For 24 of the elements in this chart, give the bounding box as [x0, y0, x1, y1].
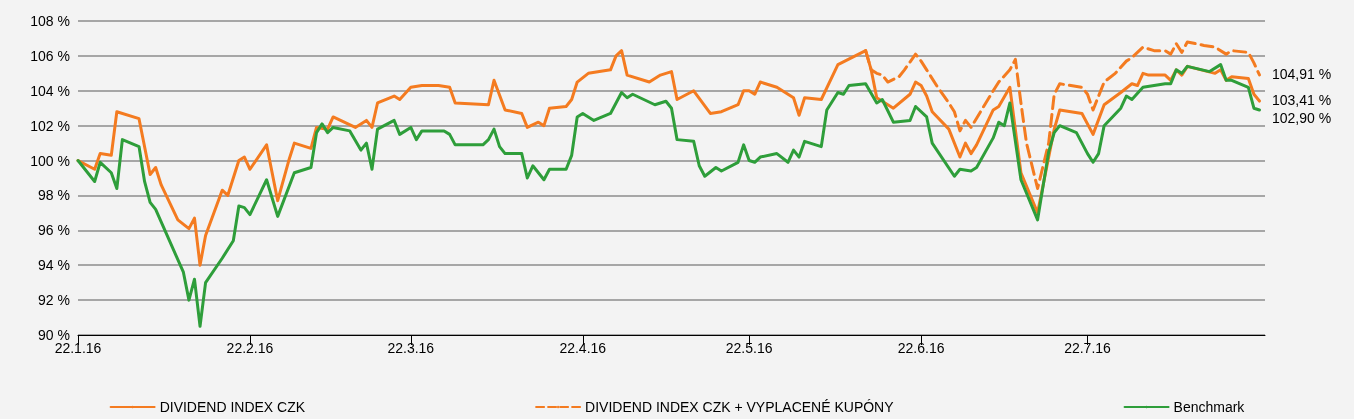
x-tick-label: 22.1.16	[54, 340, 102, 356]
y-tick-label: 108 %	[30, 13, 70, 29]
y-tick-label: 102 %	[30, 117, 70, 134]
y-tick-label: 96 %	[38, 222, 70, 239]
x-tick-label: 22.5.16	[725, 340, 773, 356]
y-tick-label: 94 %	[38, 257, 70, 274]
x-tick-label: 22.2.16	[226, 340, 274, 356]
y-tick-label: 104 %	[30, 82, 70, 99]
annotation: 104,91 %	[1272, 65, 1332, 82]
annotation: 102,90 %	[1272, 110, 1332, 127]
legend-label: Benchmark	[1173, 399, 1246, 415]
y-tick-label: 100 %	[30, 152, 70, 169]
y-tick-label: 90 %	[38, 327, 70, 343]
y-tick-label: 106 %	[30, 47, 70, 64]
x-tick-label: 22.4.16	[559, 340, 607, 356]
annotation: 103,41 %	[1272, 92, 1332, 109]
x-tick-label: 22.6.16	[897, 340, 945, 356]
legend-label: DIVIDEND INDEX CZK	[159, 399, 306, 415]
line-series	[76, 63, 1261, 328]
y-tick-label: 92 %	[38, 292, 70, 309]
y-tick-label: 98 %	[38, 187, 70, 204]
x-tick-label: 22.7.16	[1064, 340, 1112, 356]
legend-label: DIVIDEND INDEX CZK + VYPLACENÉ KUPÓNY	[585, 399, 895, 415]
x-tick-label: 22.3.16	[387, 340, 435, 356]
